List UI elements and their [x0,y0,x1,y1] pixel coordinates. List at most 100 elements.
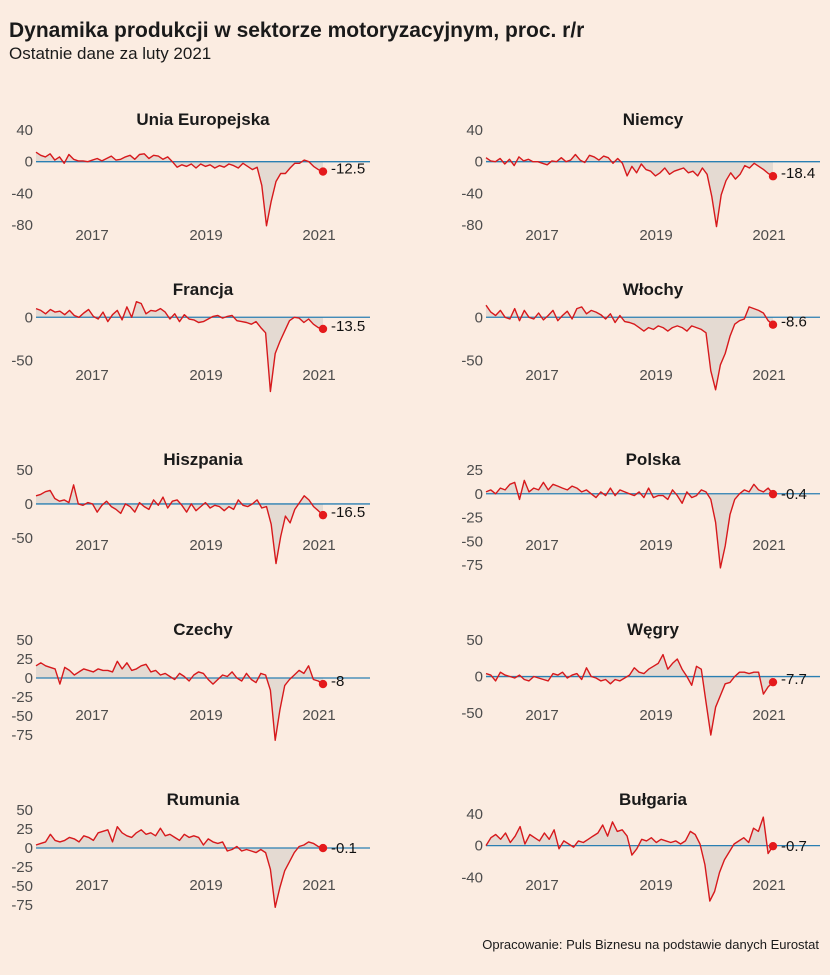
series-line [35,484,324,565]
x-tick-label: 2021 [302,537,335,554]
last-value-label: -0.7 [781,838,807,855]
y-tick-label: 40 [16,122,33,139]
y-tick-label: -50 [11,530,33,547]
y-tick-label: 50 [16,802,33,819]
x-tick-label: 2021 [752,367,785,384]
y-tick-label: -25 [461,510,483,527]
x-tick-label: 2021 [302,227,335,244]
chart-panel: Polska 25 0 -25 -50 -75 2017 2019 2021 -0.4 [461,450,820,574]
y-tick-label: 50 [16,632,33,649]
y-tick-label: 0 [25,840,33,857]
y-tick-label: -80 [11,217,33,234]
chart-title: Dynamika produkcji w sektorze motoryzacy… [9,19,585,42]
series-line [485,153,774,228]
y-tick-label: 40 [466,806,483,823]
y-tick-label: 0 [475,669,483,686]
last-value-label: -18.4 [781,165,815,182]
panel-title: Węgry [627,620,680,639]
panel-title: Bułgaria [619,790,688,809]
area-fill [486,305,773,390]
area-fill [36,826,323,908]
x-tick-label: 2019 [189,367,222,384]
y-tick-label: 0 [25,670,33,687]
x-tick-label: 2019 [639,227,672,244]
panel-title: Hiszpania [163,450,243,469]
series-line [35,826,324,908]
series-line [485,653,774,736]
y-tick-label: 25 [16,651,33,668]
panel-title: Francja [173,280,234,299]
last-value-point [318,843,328,853]
chart-panel: Czechy 50 25 0 -25 -50 -75 2017 2019 2021 -8 [11,620,370,744]
y-tick-label: -50 [461,352,483,369]
last-value-label: -8 [331,673,344,690]
last-value-point [318,324,328,334]
series-line [485,816,774,902]
y-tick-label: 0 [475,486,483,503]
x-tick-label: 2021 [302,367,335,384]
last-value-label: -8.6 [781,314,807,331]
x-tick-label: 2017 [75,227,108,244]
panel-title: Polska [626,450,681,469]
area-fill [486,817,773,901]
panel-title: Unia Europejska [136,110,270,129]
y-tick-label: 0 [25,154,33,171]
last-value-point [768,489,778,499]
panel-title: Włochy [623,280,684,299]
x-tick-label: 2021 [752,537,785,554]
x-tick-label: 2021 [752,877,785,894]
y-tick-label: -40 [461,869,483,886]
last-value-label: -13.5 [331,318,365,335]
y-tick-label: 0 [475,154,483,171]
y-tick-label: -80 [461,217,483,234]
panel-title: Niemcy [623,110,684,129]
chart-panel: Niemcy 40 0 -40 -80 2017 2019 2021 -18.4 [461,110,820,244]
x-tick-label: 2017 [525,367,558,384]
x-tick-label: 2019 [639,877,672,894]
x-tick-label: 2017 [525,877,558,894]
y-tick-label: 50 [16,462,33,479]
chart-panel: Rumunia 50 25 0 -25 -50 -75 2017 2019 2021 -0.1 [11,790,370,914]
y-tick-label: 0 [25,496,33,513]
last-value-point [318,679,328,689]
last-value-point [318,167,328,176]
x-tick-label: 2019 [189,537,222,554]
last-value-point [768,320,778,329]
last-value-label: -12.5 [331,161,365,178]
x-tick-label: 2019 [189,227,222,244]
last-value-point [318,510,328,520]
chart-panel: Węgry 50 0 -50 2017 2019 2021 -7.7 [461,620,820,736]
x-tick-label: 2021 [752,227,785,244]
series-line [35,151,324,227]
last-value-label: -16.5 [331,504,365,521]
series-line [485,304,774,391]
x-tick-label: 2017 [525,707,558,724]
x-tick-label: 2017 [525,537,558,554]
y-tick-label: -25 [11,689,33,706]
last-value-point [768,677,778,687]
x-tick-label: 2019 [639,367,672,384]
y-tick-label: 50 [466,632,483,649]
x-tick-label: 2019 [189,707,222,724]
y-tick-label: -50 [11,878,33,895]
area-fill [36,152,323,226]
panel-title: Rumunia [167,790,240,809]
x-tick-label: 2019 [639,707,672,724]
x-tick-label: 2017 [75,367,108,384]
series-line [35,301,324,393]
x-tick-label: 2021 [752,707,785,724]
last-value-point [768,172,778,181]
chart-panel: Bułgaria 40 0 -40 2017 2019 2021 -0.7 [461,790,820,902]
x-tick-label: 2017 [75,707,108,724]
y-tick-label: -75 [11,727,33,744]
last-value-point [768,841,778,851]
last-value-label: -0.4 [781,486,807,503]
chart-panel: Francja 0 -50 2017 2019 2021 -13.5 [11,280,370,393]
x-tick-label: 2021 [302,707,335,724]
chart-panel: Hiszpania 50 0 -50 2017 2019 2021 -16.5 [11,450,370,565]
y-tick-label: 0 [25,309,33,326]
y-tick-label: -40 [11,185,33,202]
series-line [485,479,774,569]
y-tick-label: 25 [466,462,483,479]
